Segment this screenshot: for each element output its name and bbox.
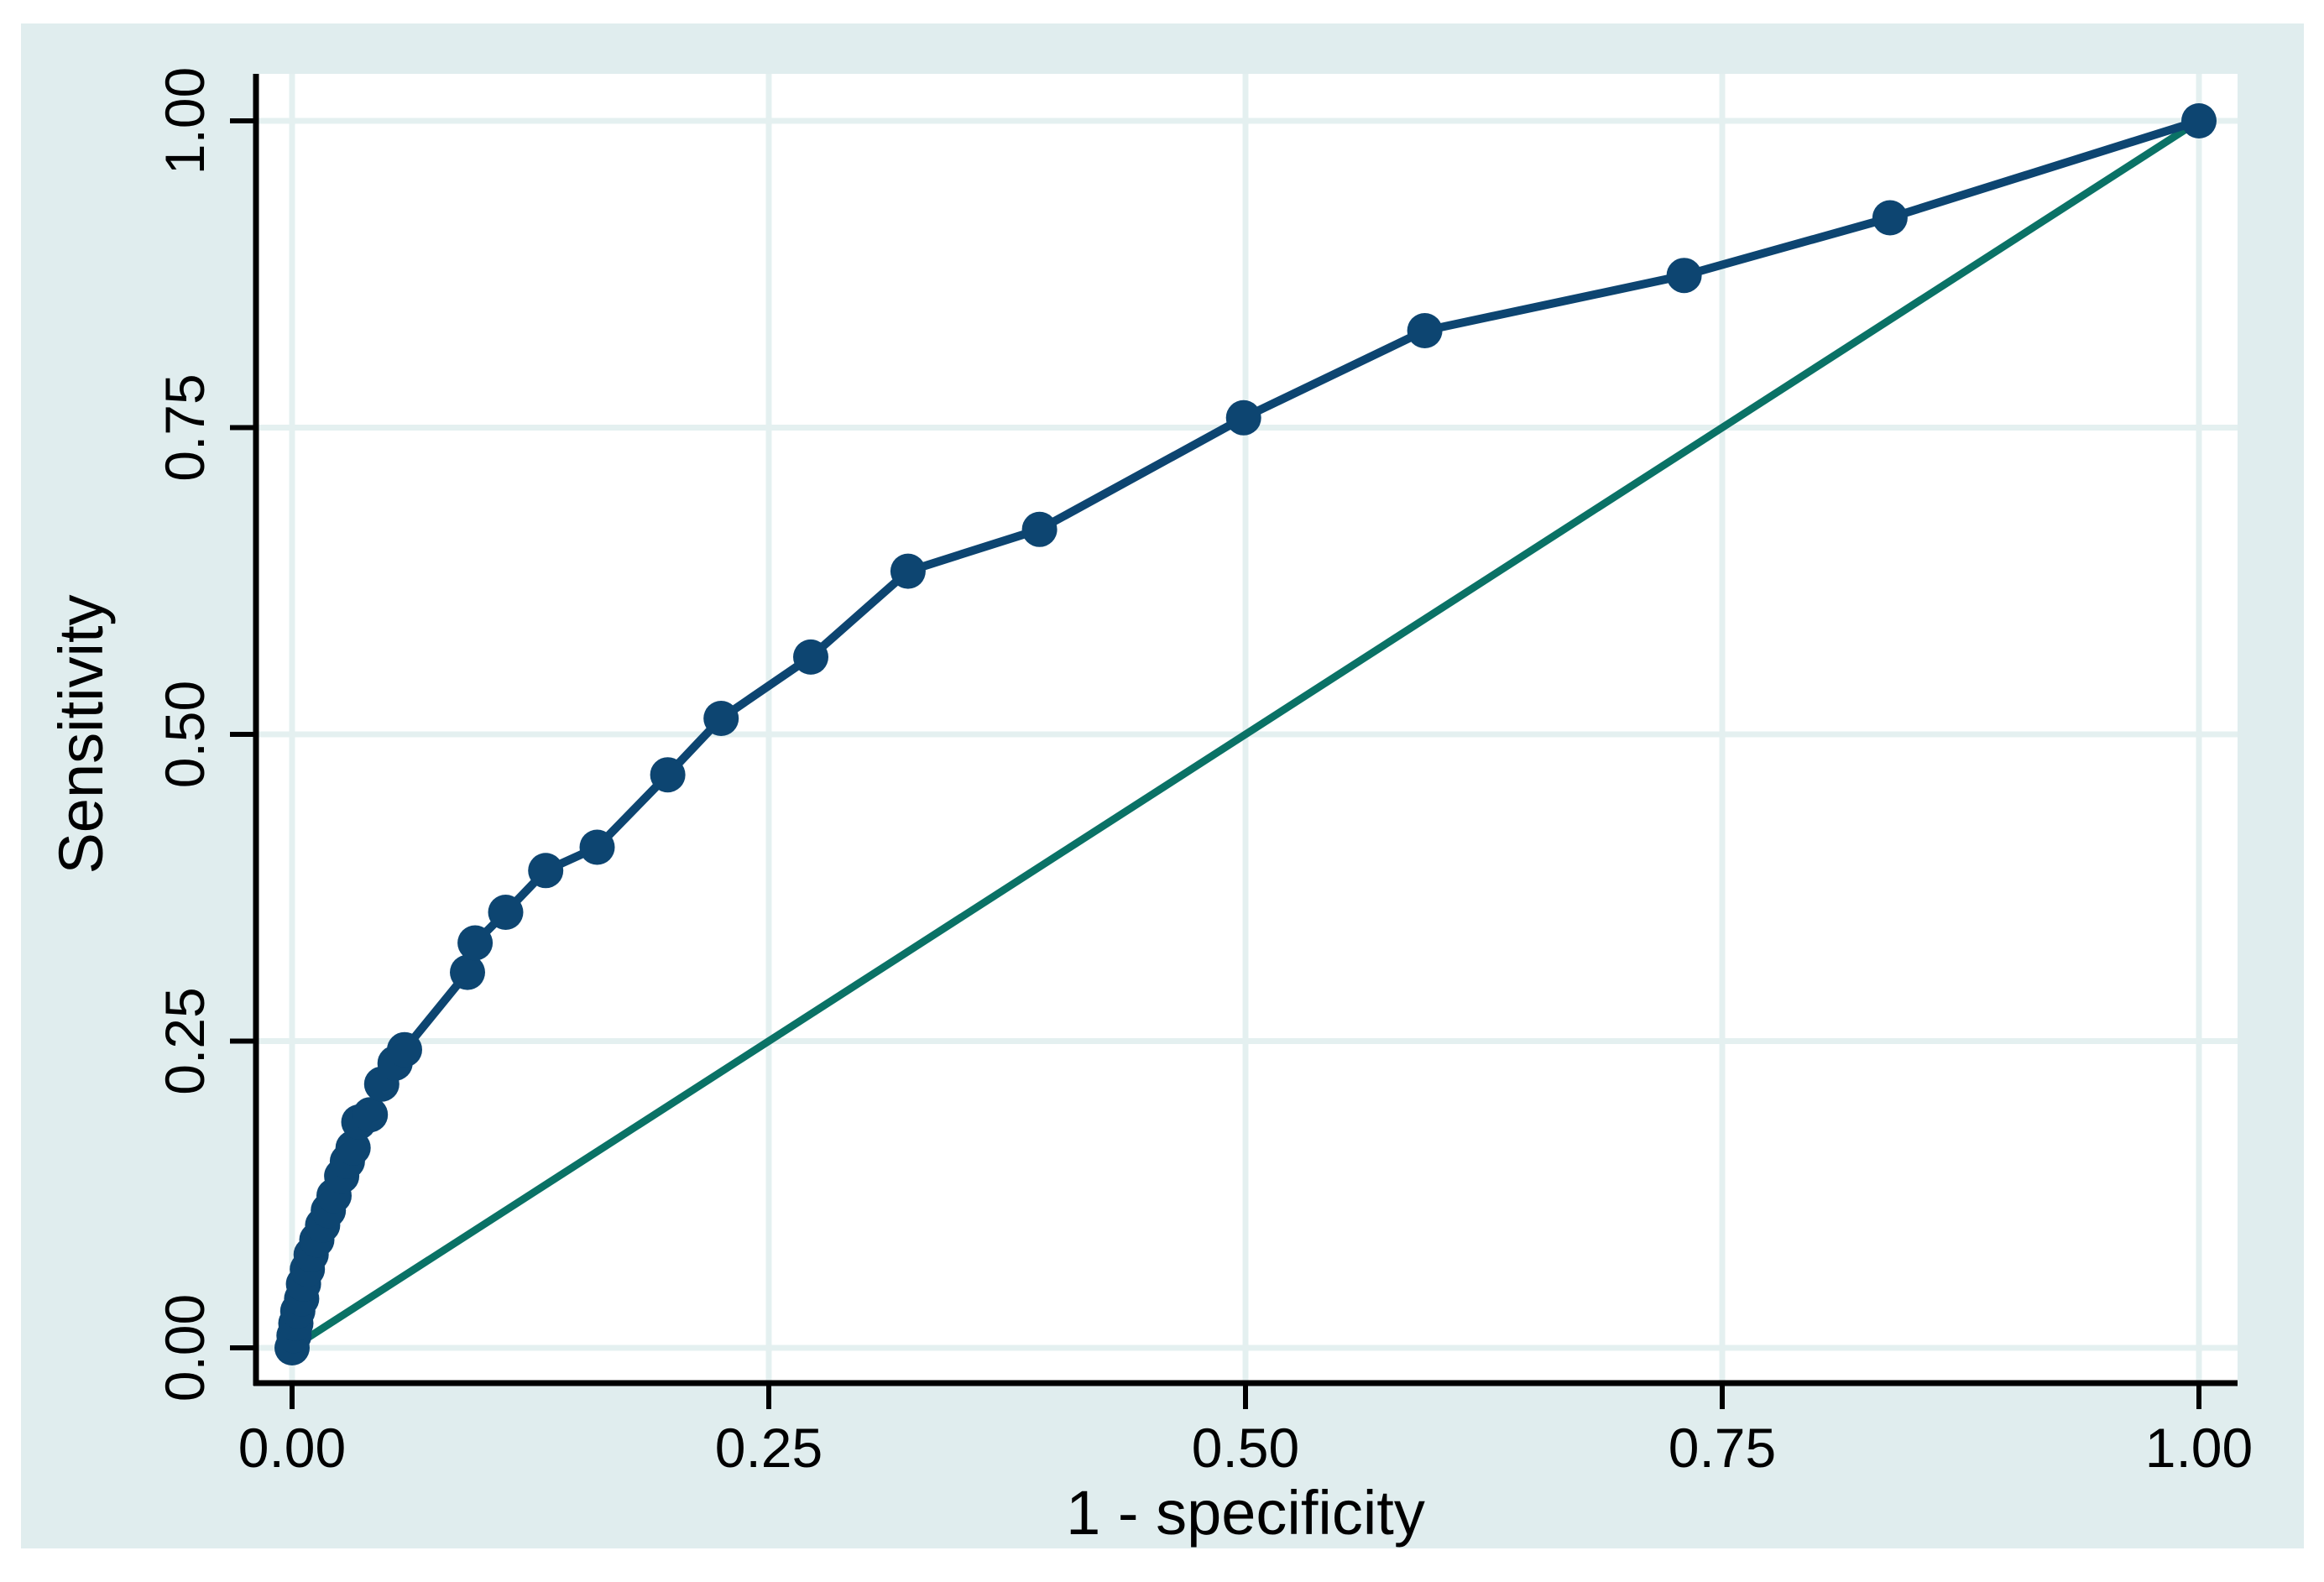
axes-group [230, 74, 2238, 1409]
y-tick-label: 0.75 [154, 373, 216, 481]
x-tick-label: 1.00 [2145, 1417, 2253, 1479]
roc-data-point [890, 553, 926, 589]
roc-data-point [353, 1097, 389, 1133]
roc-data-point [650, 757, 686, 793]
roc-data-point [1666, 258, 1702, 294]
roc-data-point [703, 701, 739, 736]
x-tick-label: 0.75 [1669, 1417, 1776, 1479]
roc-data-point [1225, 399, 1261, 436]
roc-data-point [528, 853, 564, 889]
roc-data-point [793, 639, 828, 675]
x-axis-title: 1 - specificity [1066, 1478, 1425, 1548]
roc-data-point [579, 829, 615, 865]
roc-data-point [1021, 511, 1058, 547]
x-tick-label: 0.00 [238, 1417, 346, 1479]
roc-data-point [1872, 200, 1908, 236]
roc-data-point [1407, 313, 1443, 348]
roc-data-point [488, 895, 524, 930]
roc-data-point [387, 1031, 422, 1068]
roc-data-point [2181, 103, 2217, 138]
x-tick-label: 0.50 [1192, 1417, 1299, 1479]
x-tick-label: 0.25 [715, 1417, 823, 1479]
roc-data-point [457, 925, 494, 961]
y-tick-label: 0.25 [154, 987, 216, 1094]
reference-diagonal-line [290, 117, 2201, 1351]
y-tick-label: 0.00 [154, 1294, 216, 1402]
y-axis-title: Sensitivity [46, 594, 116, 874]
y-tick-label: 0.50 [154, 681, 216, 788]
series-group [274, 103, 2217, 1365]
y-tick-label: 1.00 [154, 67, 216, 175]
tick-labels-group: 0.00 0.25 0.50 0.75 1.00 0.00 0.25 0.50 0.75 1.00 [154, 67, 2253, 1479]
roc-data-point [450, 954, 485, 990]
